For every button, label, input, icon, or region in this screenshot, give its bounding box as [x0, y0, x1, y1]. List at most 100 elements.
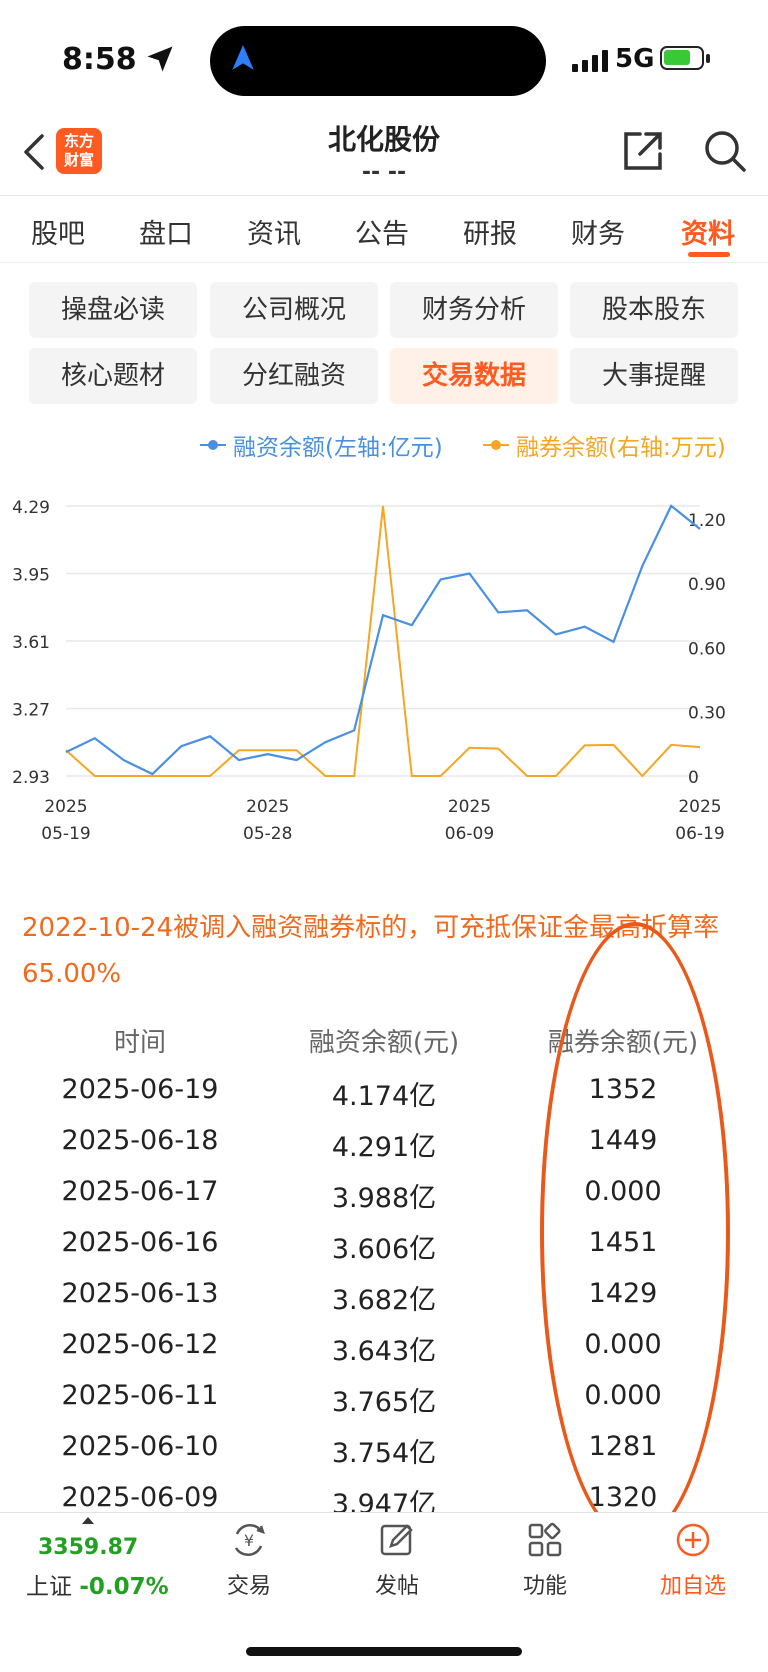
search-icon[interactable] [702, 128, 748, 174]
cell-financing: 4.291亿 [331, 1132, 437, 1163]
y-left-tick-label: 4.29 [12, 498, 50, 518]
cell-financing: 3.643亿 [331, 1336, 437, 1367]
subnav-shareholders[interactable]: 股本股东 [570, 282, 738, 338]
navigation-icon [232, 45, 254, 70]
y-left-tick-label: 3.61 [12, 633, 50, 653]
tab-guba[interactable]: 股吧 [31, 219, 85, 250]
series-financing-line [65, 504, 701, 776]
y-right-tick-label: 0.60 [688, 639, 726, 659]
active-tab-indicator [688, 252, 730, 257]
expand-up-icon[interactable] [82, 1517, 94, 1524]
x-tick-date: 06-09 [445, 824, 494, 844]
margin-trading-chart: 4.29 3.95 3.61 3.27 2.93 1.20 0.90 0.60 0.30 0 202… [12, 498, 726, 844]
index-ticker[interactable]: 上证 -0.07% [26, 1567, 169, 1601]
index-name: 上证 [26, 1574, 72, 1600]
nav-functions[interactable]: 功能 [500, 1520, 590, 1600]
tab-pankou[interactable]: 盘口 [139, 219, 193, 250]
cell-date: 2025-06-16 [61, 1227, 219, 1258]
legend-marker-lending [483, 440, 509, 450]
x-tick-year: 2025 [448, 797, 491, 817]
cell-date: 2025-06-11 [61, 1380, 219, 1411]
nav-post-label: 发帖 [374, 1574, 419, 1599]
clock: 8:58 [62, 42, 137, 77]
x-tick-date: 05-19 [41, 824, 90, 844]
nav-add-label: 加自选 [659, 1574, 726, 1599]
svg-text:¥: ¥ [244, 1531, 254, 1550]
subnav-company-overview[interactable]: 公司概况 [210, 282, 378, 338]
price-placeholder: -- -- [361, 160, 407, 185]
y-right-tick-label: 0 [688, 768, 699, 788]
back-icon[interactable] [16, 130, 56, 174]
x-tick-date: 06-19 [675, 824, 724, 844]
cell-financing: 4.174亿 [331, 1081, 437, 1112]
chart-legend: 融资余额(左轴:亿元) 融券余额(右轴:万元) [0, 428, 768, 464]
add-circle-icon [676, 1523, 710, 1557]
tab-announcements[interactable]: 公告 [355, 219, 409, 250]
y-right-tick-label: 0.90 [688, 575, 726, 595]
signal-icon [572, 50, 608, 72]
legend-marker-financing [200, 440, 226, 450]
trade-icon: ¥ [234, 1524, 265, 1556]
table-header-financing: 融资余额(元) [308, 1028, 460, 1058]
logo-line-2: 财富 [63, 151, 94, 169]
cell-date: 2025-06-17 [61, 1176, 219, 1207]
tab-news[interactable]: 资讯 [247, 219, 301, 250]
subnav-dividends[interactable]: 分红融资 [210, 348, 378, 404]
y-right-tick-label: 1.20 [688, 511, 726, 531]
subnav-trading-data[interactable]: 交易数据 [390, 348, 558, 404]
index-value[interactable]: 3359.87 [38, 1535, 139, 1560]
x-tick-year: 2025 [678, 797, 721, 817]
status-bar: 8:58 5G [0, 0, 768, 110]
post-icon [380, 1524, 413, 1556]
tab-research[interactable]: 研报 [463, 219, 517, 250]
x-tick-date: 05-28 [243, 824, 292, 844]
nav-post[interactable]: 发帖 [352, 1520, 442, 1600]
cell-financing: 3.988亿 [331, 1183, 437, 1214]
cell-financing: 3.606亿 [331, 1234, 437, 1265]
series-lending-line [65, 505, 701, 778]
nav-add-watchlist[interactable]: 加自选 [648, 1520, 738, 1600]
battery-icon [660, 46, 704, 70]
index-change: -0.07% [79, 1574, 169, 1600]
subnav-core-themes[interactable]: 核心题材 [29, 348, 197, 404]
logo-line-1: 东方 [63, 132, 94, 150]
cell-date: 2025-06-19 [61, 1074, 219, 1105]
y-left-tick-label: 3.95 [12, 566, 50, 586]
cell-date: 2025-06-12 [61, 1329, 219, 1360]
app-logo[interactable]: 东方 财富 [56, 128, 102, 174]
annotation-ellipse [540, 922, 730, 1542]
tab-finance[interactable]: 财务 [571, 219, 625, 250]
cell-date: 2025-06-09 [61, 1482, 219, 1513]
nav-functions-label: 功能 [522, 1574, 567, 1599]
main-tabs: 股吧 盘口 资讯 公告 研报 财务 资料 [0, 212, 768, 256]
subnav-financial-analysis[interactable]: 财务分析 [390, 282, 558, 338]
cell-date: 2025-06-13 [61, 1278, 219, 1309]
legend-financing: 融资余额(左轴:亿元) [233, 435, 443, 461]
share-icon[interactable] [620, 128, 666, 174]
bottom-nav [0, 1512, 768, 1672]
nav-trade-label: 交易 [226, 1574, 271, 1599]
battery-tip [706, 54, 710, 63]
legend-lending: 融券余额(右轴:万元) [516, 435, 726, 461]
divider [0, 262, 768, 263]
tab-profile[interactable]: 资料 [681, 219, 735, 250]
y-left-tick-label: 3.27 [12, 701, 50, 721]
cell-date: 2025-06-10 [61, 1431, 219, 1462]
subnav-trading-guide[interactable]: 操盘必读 [29, 282, 197, 338]
subnav-events[interactable]: 大事提醒 [570, 348, 738, 404]
dynamic-island [210, 26, 546, 96]
grid-icon [528, 1522, 562, 1557]
home-indicator [246, 1647, 522, 1656]
cell-date: 2025-06-18 [61, 1125, 219, 1156]
cell-financing: 3.765亿 [331, 1387, 437, 1418]
network-type: 5G [615, 44, 655, 74]
y-right-tick-label: 0.30 [688, 704, 726, 724]
nav-trade[interactable]: ¥ 交易 [204, 1520, 294, 1600]
margin-note: 2022-10-24被调入融资融券标的，可充抵保证金最高折算率65.00% [22, 913, 720, 989]
x-tick-year: 2025 [44, 797, 87, 817]
cell-financing: 3.754亿 [331, 1438, 437, 1469]
page-title: 北化股份 [327, 123, 440, 156]
divider [0, 195, 768, 196]
location-arrow-icon [147, 46, 173, 72]
cell-financing: 3.682亿 [331, 1285, 437, 1316]
